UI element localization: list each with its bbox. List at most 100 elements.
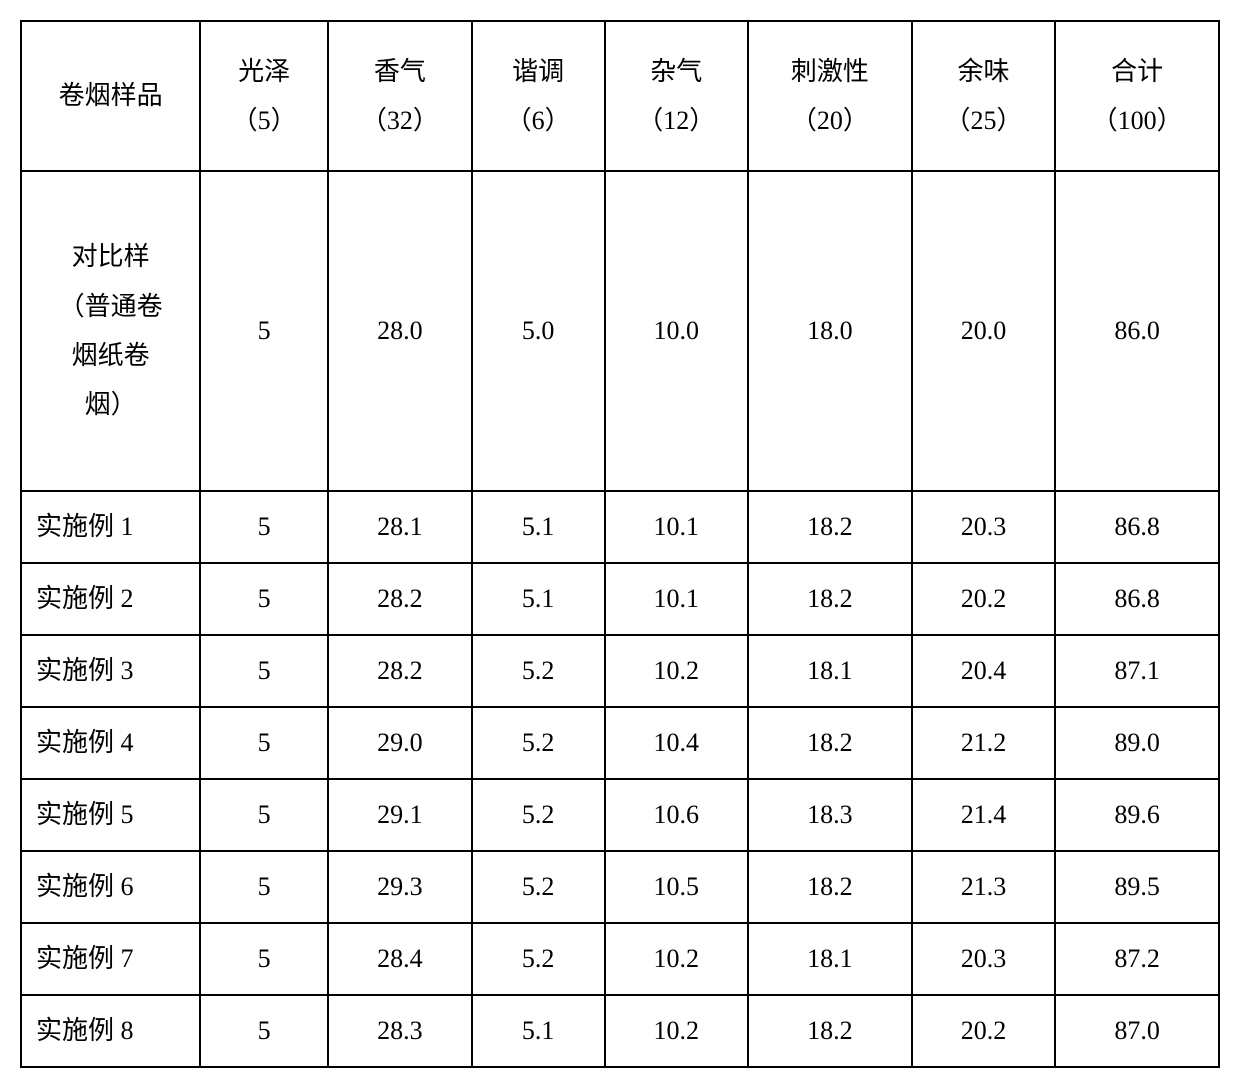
col-header-label: 香气: [329, 47, 470, 96]
row-label: 实施例 3: [21, 635, 200, 707]
cell-value: 5: [200, 779, 328, 851]
col-header-label: 光泽: [201, 47, 327, 96]
cell-value: 28.4: [328, 923, 471, 995]
cell-value: 86.0: [1055, 171, 1219, 491]
cell-value: 18.1: [748, 923, 912, 995]
cell-value: 86.8: [1055, 491, 1219, 563]
col-header-offgas: 杂气 （12）: [605, 21, 748, 171]
cell-value: 89.0: [1055, 707, 1219, 779]
table-body: 对比样 （普通卷 烟纸卷 烟） 5 28.0 5.0 10.0 18.0 20.…: [21, 171, 1219, 1067]
cell-value: 10.1: [605, 491, 748, 563]
cell-value: 5.1: [472, 995, 605, 1067]
col-header-gloss: 光泽 （5）: [200, 21, 328, 171]
cell-value: 21.2: [912, 707, 1055, 779]
cell-value: 21.4: [912, 779, 1055, 851]
row-label: 实施例 7: [21, 923, 200, 995]
col-header-harmony: 谐调 （6）: [472, 21, 605, 171]
cell-value: 5: [200, 563, 328, 635]
cell-value: 5: [200, 707, 328, 779]
col-header-weight: （25）: [913, 96, 1054, 145]
cell-value: 18.3: [748, 779, 912, 851]
col-header-weight: （12）: [606, 96, 747, 145]
row-label: 实施例 2: [21, 563, 200, 635]
cell-value: 18.2: [748, 563, 912, 635]
col-header-label: 合计: [1056, 47, 1218, 96]
cell-value: 20.3: [912, 491, 1055, 563]
table-row: 实施例 8 5 28.3 5.1 10.2 18.2 20.2 87.0: [21, 995, 1219, 1067]
cell-value: 87.2: [1055, 923, 1219, 995]
cell-value: 5.2: [472, 707, 605, 779]
cell-value: 5.2: [472, 923, 605, 995]
cell-value: 5: [200, 171, 328, 491]
col-header-irritancy: 刺激性 （20）: [748, 21, 912, 171]
col-header-aroma: 香气 （32）: [328, 21, 471, 171]
row-label: 实施例 5: [21, 779, 200, 851]
cell-value: 18.0: [748, 171, 912, 491]
cell-value: 10.2: [605, 995, 748, 1067]
table-row: 实施例 2 5 28.2 5.1 10.1 18.2 20.2 86.8: [21, 563, 1219, 635]
cell-value: 20.2: [912, 563, 1055, 635]
table-row: 对比样 （普通卷 烟纸卷 烟） 5 28.0 5.0 10.0 18.0 20.…: [21, 171, 1219, 491]
cell-value: 28.1: [328, 491, 471, 563]
cell-value: 18.1: [748, 635, 912, 707]
col-header-weight: （32）: [329, 96, 470, 145]
col-header-weight: （100）: [1056, 96, 1218, 145]
cell-value: 5.0: [472, 171, 605, 491]
cell-value: 87.0: [1055, 995, 1219, 1067]
cell-value: 10.0: [605, 171, 748, 491]
col-header-weight: （6）: [473, 96, 604, 145]
table-row: 实施例 1 5 28.1 5.1 10.1 18.2 20.3 86.8: [21, 491, 1219, 563]
cell-value: 10.4: [605, 707, 748, 779]
col-header-label: 刺激性: [749, 47, 911, 96]
cell-value: 87.1: [1055, 635, 1219, 707]
cell-value: 20.0: [912, 171, 1055, 491]
col-header-label: 谐调: [473, 47, 604, 96]
cell-value: 5.2: [472, 635, 605, 707]
cell-value: 5: [200, 491, 328, 563]
table-row: 实施例 6 5 29.3 5.2 10.5 18.2 21.3 89.5: [21, 851, 1219, 923]
cell-value: 86.8: [1055, 563, 1219, 635]
row-label: 实施例 1: [21, 491, 200, 563]
cell-value: 5.1: [472, 491, 605, 563]
col-header-weight: （20）: [749, 96, 911, 145]
col-header-label: 杂气: [606, 47, 747, 96]
cell-value: 10.5: [605, 851, 748, 923]
evaluation-table: 卷烟样品 光泽 （5） 香气 （32） 谐调 （6） 杂气 （12） 刺激性 （…: [20, 20, 1220, 1068]
cell-value: 89.5: [1055, 851, 1219, 923]
cell-value: 10.6: [605, 779, 748, 851]
table-row: 实施例 3 5 28.2 5.2 10.2 18.1 20.4 87.1: [21, 635, 1219, 707]
cell-value: 28.3: [328, 995, 471, 1067]
cell-value: 10.1: [605, 563, 748, 635]
row-label-line: （普通卷: [28, 282, 193, 331]
cell-value: 5: [200, 851, 328, 923]
cell-value: 5.1: [472, 563, 605, 635]
cell-value: 18.2: [748, 851, 912, 923]
col-header-label: 余味: [913, 47, 1054, 96]
cell-value: 5.2: [472, 851, 605, 923]
col-header-total: 合计 （100）: [1055, 21, 1219, 171]
cell-value: 18.2: [748, 995, 912, 1067]
cell-value: 10.2: [605, 635, 748, 707]
row-label-line: 对比样: [28, 232, 193, 281]
cell-value: 29.0: [328, 707, 471, 779]
row-label-line: 烟）: [28, 380, 193, 429]
cell-value: 20.4: [912, 635, 1055, 707]
row-label: 实施例 6: [21, 851, 200, 923]
header-row: 卷烟样品 光泽 （5） 香气 （32） 谐调 （6） 杂气 （12） 刺激性 （…: [21, 21, 1219, 171]
table-row: 实施例 5 5 29.1 5.2 10.6 18.3 21.4 89.6: [21, 779, 1219, 851]
table-row: 实施例 4 5 29.0 5.2 10.4 18.2 21.2 89.0: [21, 707, 1219, 779]
cell-value: 29.3: [328, 851, 471, 923]
cell-value: 18.2: [748, 707, 912, 779]
table-row: 实施例 7 5 28.4 5.2 10.2 18.1 20.3 87.2: [21, 923, 1219, 995]
cell-value: 5: [200, 995, 328, 1067]
cell-value: 29.1: [328, 779, 471, 851]
row-label: 对比样 （普通卷 烟纸卷 烟）: [21, 171, 200, 491]
cell-value: 20.2: [912, 995, 1055, 1067]
cell-value: 5: [200, 635, 328, 707]
cell-value: 5.2: [472, 779, 605, 851]
cell-value: 89.6: [1055, 779, 1219, 851]
cell-value: 5: [200, 923, 328, 995]
cell-value: 28.2: [328, 563, 471, 635]
cell-value: 28.2: [328, 635, 471, 707]
cell-value: 21.3: [912, 851, 1055, 923]
